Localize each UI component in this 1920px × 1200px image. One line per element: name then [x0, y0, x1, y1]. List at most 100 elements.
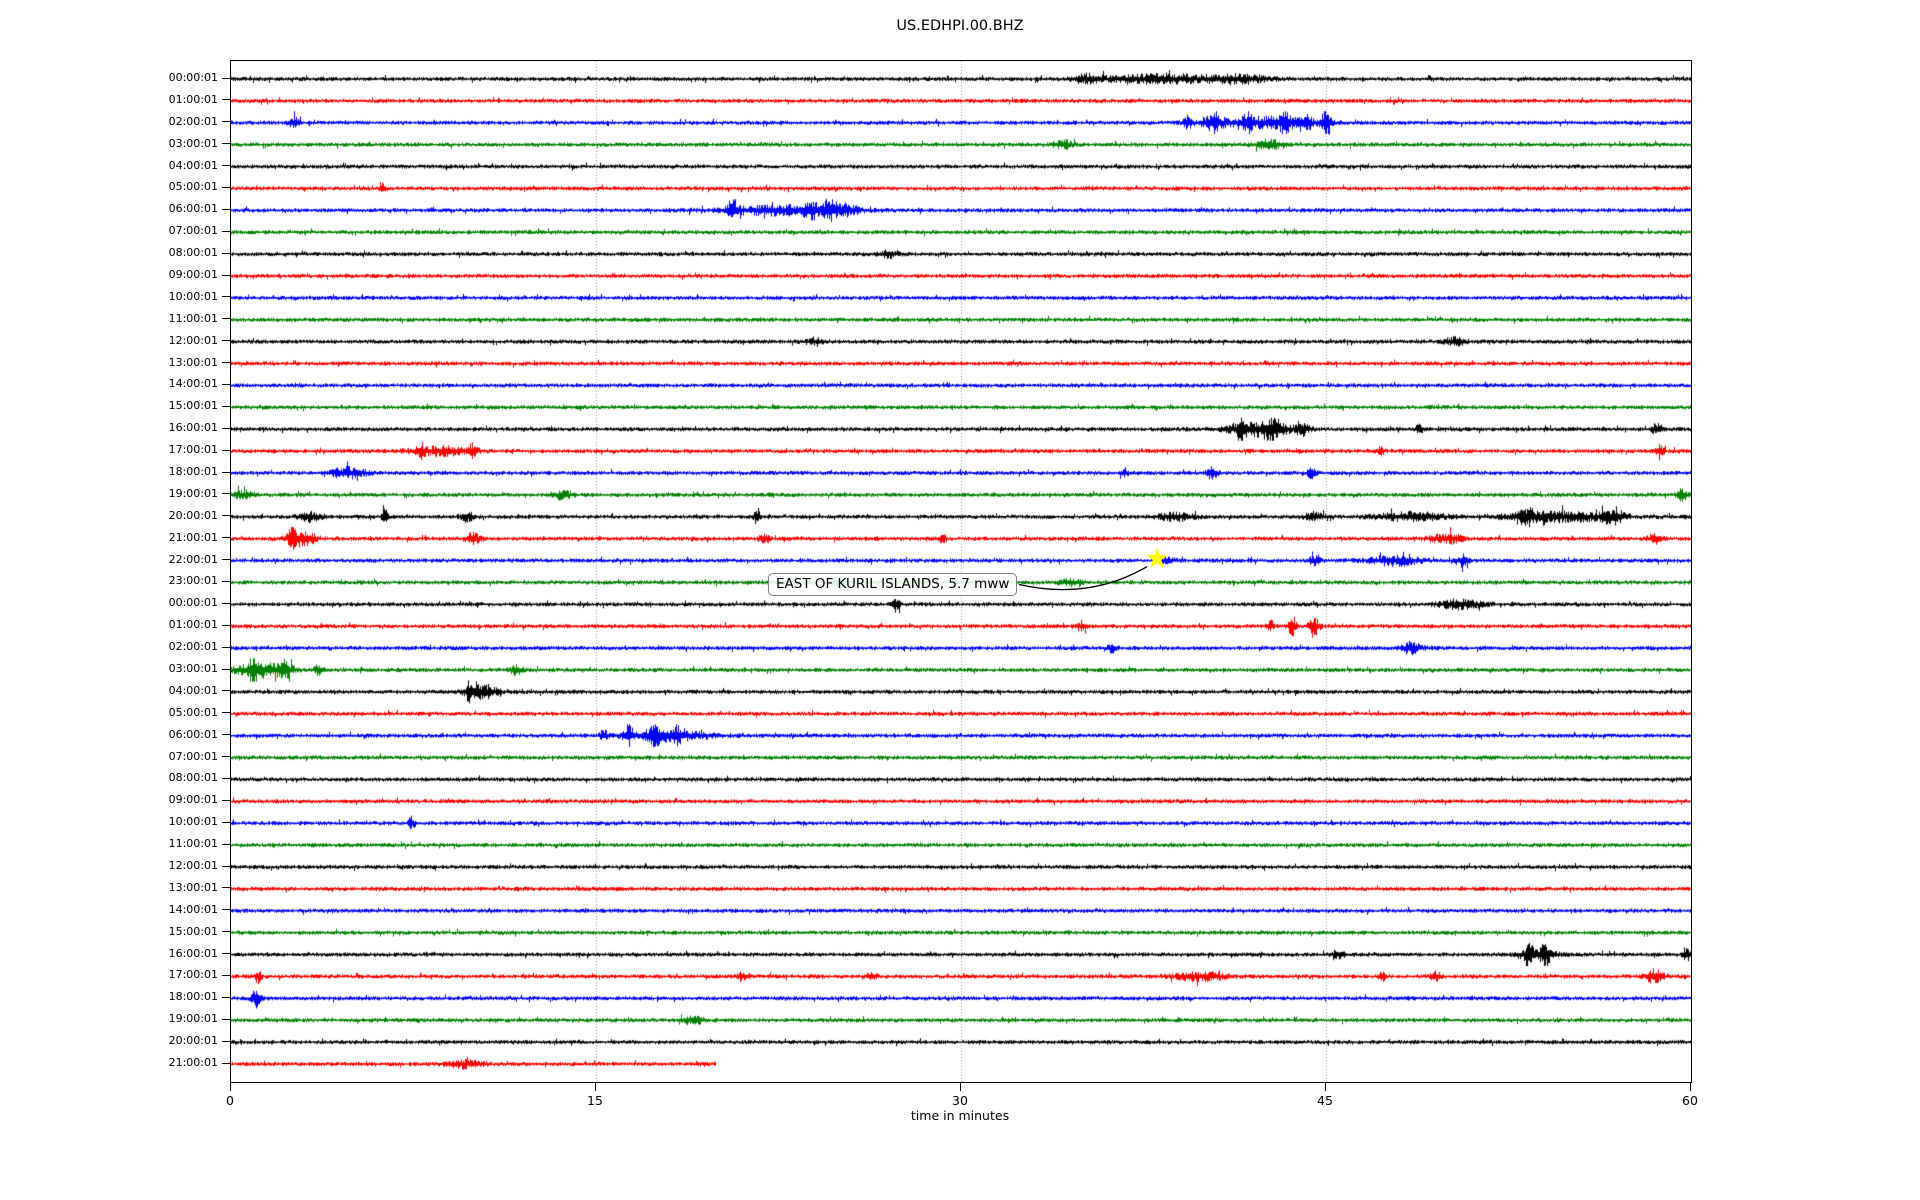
hour-tick [222, 449, 230, 451]
hour-label: 11:00:01 [168, 837, 218, 851]
hour-label: 02:00:01 [168, 640, 218, 654]
hour-label: 04:00:01 [168, 683, 218, 697]
hour-label: 10:00:01 [168, 815, 218, 829]
hour-label: 09:00:01 [168, 793, 218, 807]
hour-label: 21:00:01 [168, 1056, 218, 1069]
hour-label: 13:00:01 [168, 355, 218, 369]
plot-area [230, 60, 1692, 1083]
waveform-canvas [231, 61, 1691, 1082]
hour-tick [222, 405, 230, 407]
hour-tick [222, 953, 230, 955]
hour-label: 02:00:01 [168, 114, 218, 128]
minute-tick-label: 45 [1317, 1093, 1333, 1108]
plot-title: US.EDHPI.00.BHZ [896, 18, 1024, 34]
hour-tick [222, 165, 230, 167]
hour-tick [222, 559, 230, 561]
hour-tick [222, 537, 230, 539]
hour-tick [222, 427, 230, 429]
hour-tick [222, 186, 230, 188]
minute-tick [230, 1083, 231, 1091]
hour-tick [222, 602, 230, 604]
hour-label: 14:00:01 [168, 902, 218, 916]
hour-label: 20:00:01 [168, 508, 218, 522]
hour-tick [222, 515, 230, 517]
hour-label: 12:00:01 [168, 333, 218, 347]
hour-tick [222, 931, 230, 933]
hour-tick [222, 252, 230, 254]
hour-label: 04:00:01 [168, 158, 218, 172]
hour-label: 15:00:01 [168, 924, 218, 938]
hour-label: 13:00:01 [168, 880, 218, 894]
hour-label: 03:00:01 [168, 136, 218, 150]
hour-tick [222, 274, 230, 276]
hour-label: 17:00:01 [168, 443, 218, 457]
minute-tick [960, 1083, 961, 1091]
hour-label: 14:00:01 [168, 377, 218, 391]
hour-tick [222, 121, 230, 123]
hour-tick [222, 99, 230, 101]
hour-tick [222, 383, 230, 385]
hour-label: 00:00:01 [168, 71, 218, 84]
event-annotation-box: EAST OF KURIL ISLANDS, 5.7 mww [768, 573, 1018, 596]
hour-label: 11:00:01 [168, 311, 218, 325]
hour-tick [222, 77, 230, 79]
hour-tick [222, 756, 230, 758]
minute-tick [1690, 1083, 1691, 1091]
hour-label: 17:00:01 [168, 968, 218, 982]
hour-tick [222, 646, 230, 648]
hour-label: 12:00:01 [168, 859, 218, 872]
hour-tick [222, 580, 230, 582]
hour-label: 18:00:01 [168, 990, 218, 1004]
minute-tick-label: 15 [587, 1093, 603, 1108]
hour-label: 19:00:01 [168, 486, 218, 500]
hour-label: 09:00:01 [168, 268, 218, 281]
minute-tick-label: 60 [1682, 1093, 1698, 1108]
hour-tick [222, 887, 230, 889]
hour-label: 07:00:01 [168, 224, 218, 238]
hour-tick [222, 1018, 230, 1020]
hour-tick [222, 1062, 230, 1064]
hour-label: 06:00:01 [168, 202, 218, 216]
hour-label: 08:00:01 [168, 246, 218, 260]
hour-tick [222, 340, 230, 342]
hour-tick [222, 624, 230, 626]
hour-label: 16:00:01 [168, 421, 218, 435]
hour-label: 10:00:01 [168, 289, 218, 303]
hour-tick [222, 734, 230, 736]
hour-tick [222, 296, 230, 298]
hour-label: 00:00:01 [168, 596, 218, 610]
hour-label: 18:00:01 [168, 465, 218, 478]
hour-label: 07:00:01 [168, 749, 218, 763]
hour-label: 01:00:01 [168, 92, 218, 106]
hour-tick [222, 843, 230, 845]
hour-tick [222, 471, 230, 473]
hour-tick [222, 493, 230, 495]
hour-tick [222, 712, 230, 714]
hour-tick [222, 865, 230, 867]
hour-label: 01:00:01 [168, 618, 218, 632]
hour-tick [222, 821, 230, 823]
event-annotation-text: EAST OF KURIL ISLANDS, 5.7 mww [776, 576, 1010, 592]
hour-label: 16:00:01 [168, 946, 218, 960]
hour-tick [222, 230, 230, 232]
hour-label: 08:00:01 [168, 771, 218, 785]
hour-tick [222, 799, 230, 801]
minute-tick [595, 1083, 596, 1091]
hour-tick [222, 909, 230, 911]
hour-label: 05:00:01 [168, 180, 218, 194]
hour-tick [222, 668, 230, 670]
x-axis-label: time in minutes [910, 1108, 1010, 1123]
hour-tick [222, 318, 230, 320]
hour-label: 15:00:01 [168, 399, 218, 413]
hour-tick [222, 208, 230, 210]
hour-label: 21:00:01 [168, 530, 218, 544]
hour-label: 22:00:01 [168, 552, 218, 566]
hour-tick [222, 777, 230, 779]
hour-label: 06:00:01 [168, 727, 218, 741]
hour-label: 20:00:01 [168, 1034, 218, 1048]
hour-label: 05:00:01 [168, 705, 218, 719]
hour-tick [222, 996, 230, 998]
hour-label: 19:00:01 [168, 1012, 218, 1026]
hour-label: 03:00:01 [168, 662, 218, 675]
